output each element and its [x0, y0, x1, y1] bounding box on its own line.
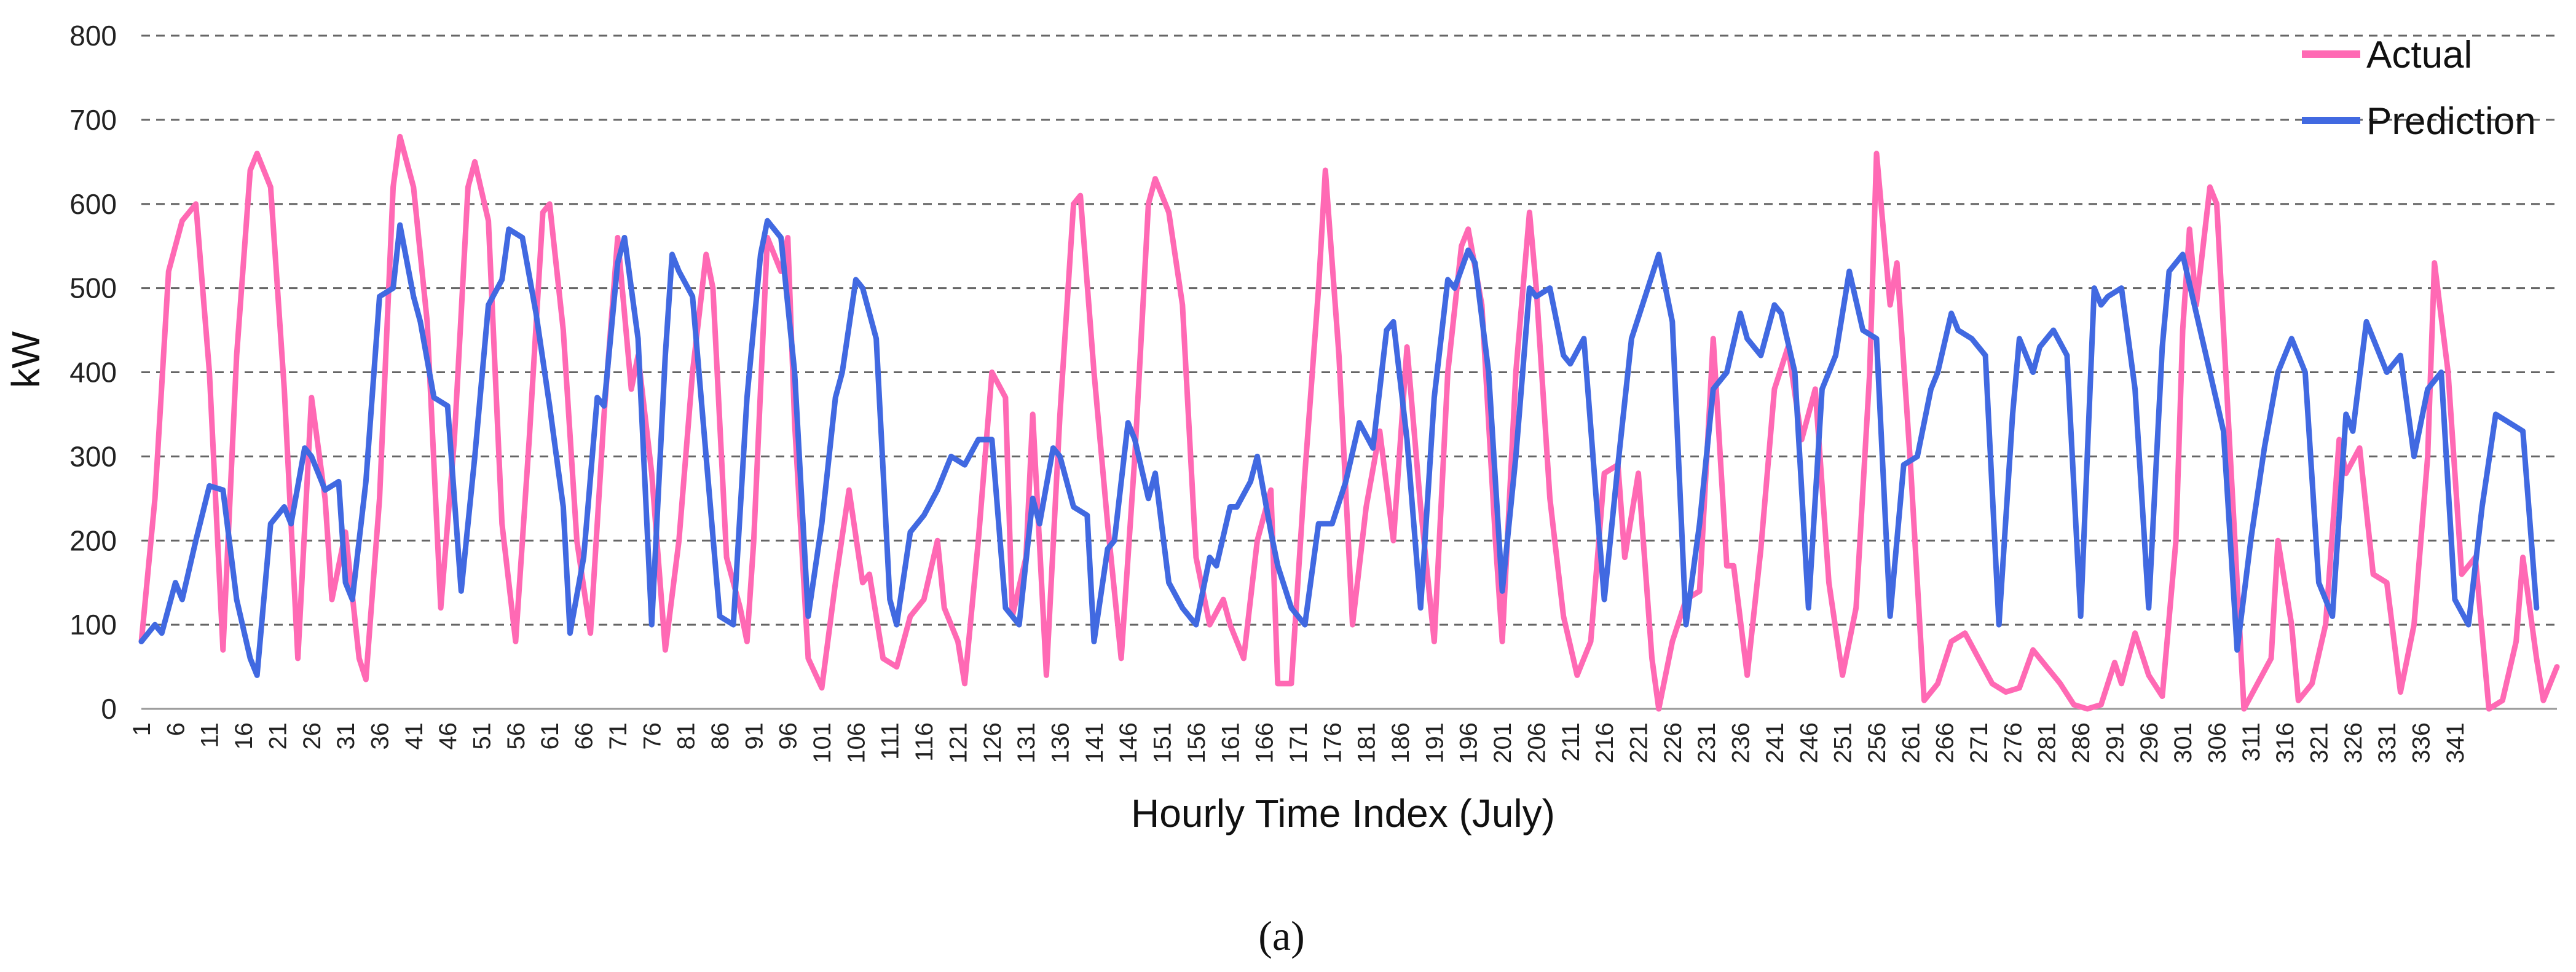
x-axis-ticks: 1 6 11 16 21 26 31 36 41 46 51 56 61 66 71 76 81 86 91 96 10…: [128, 722, 2469, 764]
x-tick-label: 6: [162, 722, 189, 736]
x-tick-label: 106: [843, 722, 870, 764]
y-tick-label: 700: [69, 104, 117, 136]
y-tick-label: 200: [69, 524, 117, 556]
x-tick-label: 316: [2272, 722, 2299, 764]
x-tick-label: 51: [469, 722, 496, 750]
x-tick-label: 96: [775, 722, 802, 750]
x-tick-label: 11: [197, 722, 224, 748]
x-tick-label: 256: [1864, 722, 1891, 764]
x-tick-label: 206: [1523, 722, 1550, 764]
x-tick-label: 286: [2068, 722, 2095, 764]
x-tick-label: 1: [128, 722, 156, 736]
x-tick-label: 191: [1421, 722, 1448, 764]
x-tick-label: 86: [707, 722, 734, 750]
y-axis-title: kW: [4, 331, 48, 388]
x-tick-label: 66: [571, 722, 598, 750]
x-tick-label: 251: [1830, 722, 1857, 764]
x-tick-label: 126: [979, 722, 1006, 764]
x-tick-label: 46: [435, 722, 462, 750]
legend-actual-label: Actual: [2366, 34, 2472, 76]
x-tick-label: 261: [1897, 722, 1924, 764]
y-tick-label: 600: [69, 188, 117, 220]
x-tick-label: 306: [2204, 722, 2231, 764]
x-tick-label: 41: [401, 722, 428, 750]
x-tick-label: 156: [1183, 722, 1210, 764]
x-tick-label: 221: [1625, 722, 1652, 764]
series-lines: [138, 133, 2560, 712]
x-tick-label: 296: [2136, 722, 2163, 764]
x-tick-label: 76: [639, 722, 666, 750]
y-tick-label: 800: [69, 20, 117, 52]
x-tick-label: 31: [333, 722, 360, 750]
legend: Actual Prediction: [2302, 34, 2536, 143]
x-tick-label: 271: [1966, 722, 1993, 764]
x-tick-label: 181: [1353, 722, 1381, 764]
x-tick-label: 116: [911, 722, 938, 762]
x-tick-label: 216: [1591, 722, 1618, 764]
x-tick-label: 276: [1999, 722, 2027, 764]
x-tick-label: 81: [673, 722, 700, 750]
series-line-actual: [138, 133, 2560, 712]
legend-prediction-label: Prediction: [2366, 100, 2536, 143]
y-tick-label: 0: [101, 693, 117, 725]
x-tick-label: 56: [503, 722, 530, 750]
x-tick-label: 101: [809, 722, 836, 764]
x-tick-label: 176: [1319, 722, 1346, 764]
x-tick-label: 71: [605, 722, 632, 750]
y-tick-label: 400: [69, 357, 117, 389]
x-tick-label: 146: [1115, 722, 1142, 764]
x-tick-label: 91: [741, 722, 768, 750]
x-tick-label: 236: [1728, 722, 1755, 764]
x-tick-label: 231: [1693, 722, 1720, 764]
x-tick-label: 151: [1149, 722, 1176, 764]
x-tick-label: 136: [1047, 722, 1074, 764]
x-tick-label: 166: [1251, 722, 1278, 764]
x-tick-label: 266: [1932, 722, 1959, 764]
series-line-prediction: [138, 218, 2540, 678]
x-axis-title: Hourly Time Index (July): [1131, 791, 1555, 836]
x-tick-label: 196: [1455, 722, 1483, 764]
x-tick-label: 331: [2374, 722, 2401, 764]
x-tick-label: 161: [1217, 722, 1244, 764]
x-tick-label: 141: [1081, 722, 1108, 764]
y-tick-label: 300: [69, 440, 117, 472]
x-tick-label: 21: [264, 722, 291, 750]
x-tick-label: 246: [1795, 722, 1822, 764]
x-tick-label: 36: [366, 722, 393, 750]
x-tick-label: 311: [2238, 722, 2265, 762]
figure-caption: (a): [1258, 912, 1304, 959]
y-tick-label: 100: [69, 609, 117, 641]
x-tick-label: 301: [2170, 722, 2197, 764]
x-tick-label: 171: [1285, 722, 1312, 764]
x-tick-label: 186: [1387, 722, 1414, 764]
x-tick-label: 26: [299, 722, 326, 750]
x-tick-label: 291: [2101, 722, 2129, 764]
x-tick-label: 226: [1660, 722, 1687, 764]
x-tick-label: 326: [2340, 722, 2367, 764]
y-tick-label: 500: [69, 272, 117, 304]
x-tick-label: 61: [537, 722, 564, 750]
x-tick-label: 281: [2034, 722, 2061, 764]
x-tick-label: 111: [877, 722, 904, 760]
x-tick-label: 16: [230, 722, 258, 750]
x-tick-label: 131: [1013, 722, 1040, 764]
x-tick-label: 121: [945, 722, 972, 764]
x-tick-label: 201: [1489, 722, 1516, 764]
x-tick-label: 211: [1558, 722, 1585, 762]
x-tick-label: 336: [2408, 722, 2435, 764]
x-tick-label: 321: [2306, 722, 2333, 764]
y-axis-ticks: 0 100 200 300 400 500 600 700 800: [69, 20, 117, 725]
x-tick-label: 241: [1762, 722, 1789, 764]
x-tick-label: 341: [2442, 722, 2469, 764]
